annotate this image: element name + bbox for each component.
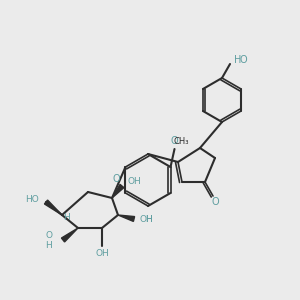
Polygon shape xyxy=(112,184,124,198)
Text: H: H xyxy=(234,55,242,65)
Text: O: O xyxy=(211,197,219,207)
Text: OH: OH xyxy=(127,178,141,187)
Text: H: H xyxy=(63,214,69,223)
Polygon shape xyxy=(44,200,62,215)
Text: CH₃: CH₃ xyxy=(174,136,189,146)
Text: OH: OH xyxy=(95,250,109,259)
Text: O: O xyxy=(171,136,178,146)
Text: O: O xyxy=(46,232,52,241)
Polygon shape xyxy=(61,228,78,242)
Text: HO: HO xyxy=(25,196,39,205)
Text: OH: OH xyxy=(139,214,153,224)
Text: H: H xyxy=(145,214,152,224)
Text: O: O xyxy=(113,173,121,184)
Polygon shape xyxy=(118,215,135,221)
Text: O: O xyxy=(239,55,247,65)
Text: H: H xyxy=(46,242,52,250)
